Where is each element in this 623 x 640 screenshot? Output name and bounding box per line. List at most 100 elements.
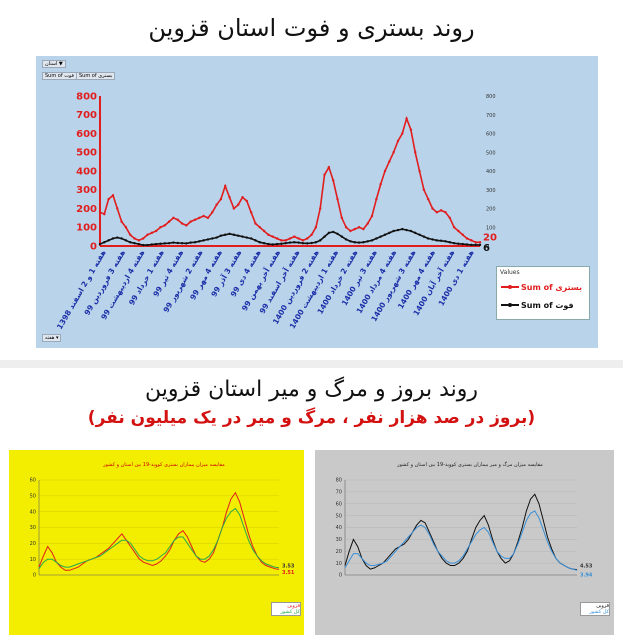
data-point <box>211 237 214 240</box>
filter-icon: ▼ <box>58 61 63 67</box>
end-label: 6 <box>483 243 490 254</box>
data-point <box>444 211 447 214</box>
data-point <box>254 239 257 242</box>
data-point <box>366 240 369 243</box>
data-point <box>327 231 331 235</box>
data-point <box>349 240 352 243</box>
province-filter[interactable]: استان ▼ <box>42 60 66 68</box>
data-point <box>418 169 421 173</box>
y-tick-label: 30 <box>30 525 36 531</box>
data-point <box>224 184 227 188</box>
data-point <box>383 233 387 236</box>
data-point <box>297 241 300 244</box>
data-point <box>448 216 451 220</box>
data-point <box>228 196 231 199</box>
end-label: 3.53 <box>282 563 295 569</box>
data-point <box>180 241 184 245</box>
data-point <box>280 242 283 245</box>
y-tick-label: 70 <box>336 490 342 496</box>
data-point <box>163 242 166 245</box>
data-point <box>392 229 395 233</box>
y2-tick-label: 800 <box>486 94 496 100</box>
data-point <box>388 231 391 235</box>
data-point <box>111 237 115 240</box>
data-point <box>172 241 175 244</box>
data-point <box>452 241 456 245</box>
data-point <box>435 239 439 242</box>
data-point <box>323 235 326 238</box>
data-point <box>258 226 261 229</box>
data-point <box>280 239 283 242</box>
data-point <box>465 237 469 240</box>
y2-tick-label: 500 <box>486 150 496 156</box>
data-point <box>267 242 270 246</box>
data-point <box>323 173 326 176</box>
data-point <box>215 203 218 206</box>
y-tick-label: 400 <box>76 166 97 177</box>
data-point <box>219 234 223 237</box>
data-point <box>409 229 413 233</box>
data-point <box>474 241 477 244</box>
data-point <box>202 239 205 242</box>
chevron-down-icon: ▾ <box>55 335 59 341</box>
data-point <box>133 241 136 245</box>
data-point <box>284 239 287 242</box>
y-tick-label: 20 <box>336 549 342 555</box>
data-point <box>275 237 279 240</box>
filter-label: استان <box>45 61 58 67</box>
data-point <box>310 241 313 245</box>
data-point <box>388 160 391 163</box>
data-point <box>297 237 300 240</box>
data-point <box>224 233 227 236</box>
y2-tick-label: 600 <box>486 132 496 138</box>
data-point <box>228 232 231 236</box>
data-point <box>245 199 249 203</box>
data-point <box>414 151 417 154</box>
data-point <box>314 241 318 244</box>
data-point <box>327 166 331 169</box>
data-point <box>465 243 469 246</box>
data-point <box>120 237 123 240</box>
data-point <box>124 239 128 242</box>
data-point <box>439 239 443 242</box>
legend-hosp: Sum of بستری <box>521 283 583 292</box>
data-point <box>206 238 210 241</box>
data-point <box>236 203 240 206</box>
data-point <box>331 230 335 234</box>
data-point <box>383 169 387 173</box>
end-label: 4.53 <box>580 564 593 570</box>
data-point <box>241 235 244 238</box>
y-tick-label: 40 <box>30 509 36 515</box>
data-point <box>319 207 322 210</box>
data-point <box>336 232 339 236</box>
data-point <box>409 128 413 131</box>
data-point <box>461 233 464 236</box>
y-tick-label: 600 <box>76 129 97 140</box>
data-point <box>353 241 356 244</box>
data-point <box>232 207 236 210</box>
end-label: 3.94 <box>580 572 593 578</box>
data-point <box>344 238 348 241</box>
data-point <box>159 242 162 245</box>
data-point <box>262 241 266 245</box>
data-point <box>357 241 361 244</box>
data-point <box>426 237 430 240</box>
y-tick-label: 0 <box>90 241 97 252</box>
series-line-0 <box>38 491 280 571</box>
data-point <box>129 241 132 244</box>
legend-title: Values <box>500 269 520 276</box>
y2-tick-label: 400 <box>486 169 496 175</box>
main-title: روند بستری و فوت استان قزوین <box>148 14 475 42</box>
tag-hosp[interactable]: Sum of بستری <box>76 72 116 80</box>
week-button[interactable]: هفته ▾ <box>42 334 62 342</box>
y-tick-label: 40 <box>336 525 342 531</box>
series-line-1 <box>344 510 578 571</box>
incidence-chart: 0 10 20 30 40 50 60 3.533.51 <box>30 478 295 579</box>
y2-tick-label: 300 <box>486 188 496 194</box>
data-point <box>159 226 162 229</box>
mortality-legend-country: کل کشور <box>589 609 609 615</box>
data-point <box>129 233 132 236</box>
data-point <box>362 227 365 231</box>
y2-tick-label: 0 <box>486 244 489 250</box>
hospitalization-death-chart: 0 100 200 300 400 500 600 700 800 0 100 200 300 400 50… <box>55 91 497 331</box>
